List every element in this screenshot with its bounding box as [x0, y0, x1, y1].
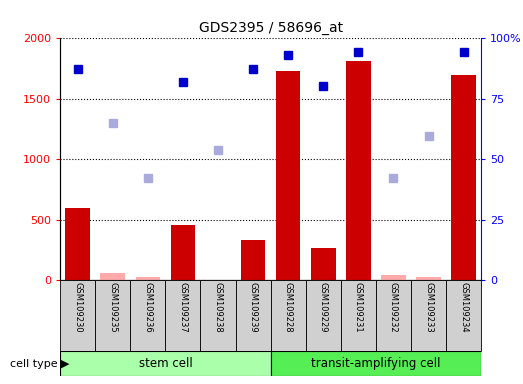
Bar: [306, 280, 341, 351]
Text: GSM109232: GSM109232: [389, 283, 398, 333]
Bar: [276, 71, 301, 280]
Bar: [311, 248, 336, 280]
Bar: [271, 351, 481, 376]
Bar: [341, 280, 376, 351]
Bar: [346, 61, 371, 280]
Text: stem cell: stem cell: [139, 358, 192, 370]
Text: GSM109231: GSM109231: [354, 283, 363, 333]
Bar: [65, 208, 90, 280]
Title: GDS2395 / 58696_at: GDS2395 / 58696_at: [199, 21, 343, 35]
Bar: [271, 280, 306, 351]
Bar: [95, 280, 130, 351]
Text: GSM109228: GSM109228: [283, 283, 293, 333]
Text: GSM109237: GSM109237: [178, 283, 187, 333]
Text: GSM109229: GSM109229: [319, 283, 328, 333]
Bar: [411, 280, 446, 351]
Text: transit-amplifying cell: transit-amplifying cell: [311, 358, 441, 370]
Bar: [241, 240, 265, 280]
Bar: [165, 280, 200, 351]
Bar: [381, 275, 406, 280]
Bar: [235, 280, 271, 351]
Bar: [130, 280, 165, 351]
Bar: [100, 273, 125, 280]
Text: cell type: cell type: [10, 359, 58, 369]
Bar: [135, 277, 160, 280]
Bar: [60, 351, 271, 376]
Bar: [451, 74, 476, 280]
Bar: [416, 277, 441, 280]
Text: GSM109238: GSM109238: [213, 283, 222, 333]
Text: GSM109230: GSM109230: [73, 283, 82, 333]
Text: GSM109239: GSM109239: [248, 283, 258, 333]
Bar: [60, 280, 95, 351]
Bar: [200, 280, 235, 351]
Bar: [170, 225, 195, 280]
Text: GSM109236: GSM109236: [143, 283, 152, 333]
Text: GSM109235: GSM109235: [108, 283, 117, 333]
Bar: [446, 280, 481, 351]
Bar: [376, 280, 411, 351]
Text: GSM109234: GSM109234: [459, 283, 468, 333]
Text: ▶: ▶: [61, 359, 70, 369]
Text: GSM109233: GSM109233: [424, 283, 433, 333]
